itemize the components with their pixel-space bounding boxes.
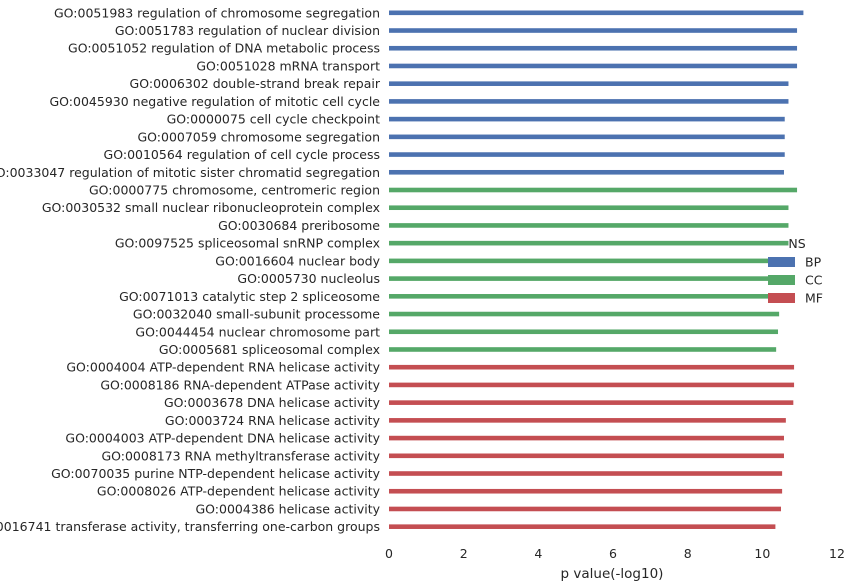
bar bbox=[389, 28, 798, 33]
category-label: GO:0005730 nucleolus bbox=[237, 271, 380, 286]
category-label: GO:0051983 regulation of chromosome segr… bbox=[54, 5, 380, 20]
legend-label: CC bbox=[805, 273, 823, 288]
bar bbox=[389, 116, 785, 122]
bar bbox=[389, 311, 780, 317]
category-label: GO:0003678 DNA helicase activity bbox=[164, 395, 381, 410]
category-label: GO:0000775 chromosome, centromeric regio… bbox=[89, 183, 380, 198]
category-label: GO:0006302 double-strand break repair bbox=[130, 76, 381, 91]
legend-swatch bbox=[768, 275, 795, 285]
category-label: GO:0033047 regulation of mitotic sister … bbox=[0, 165, 380, 180]
x-axis-ticks: 0 2 4 6 8 10 12 bbox=[385, 546, 845, 561]
bar bbox=[389, 488, 783, 494]
category-label: GO:0005681 spliceosomal complex bbox=[159, 342, 380, 357]
category-label: GO:0008186 RNA-dependent ATPase activity bbox=[100, 377, 380, 392]
category-label: GO:0070035 purine NTP-dependent helicase… bbox=[51, 466, 381, 481]
category-label: GO:0016741 transferase activity, transfe… bbox=[0, 519, 380, 534]
bar bbox=[389, 223, 789, 228]
x-tick-label: 4 bbox=[534, 546, 542, 561]
x-tick-label: 12 bbox=[829, 546, 845, 561]
category-label: GO:0045930 negative regulation of mitoti… bbox=[50, 94, 381, 109]
category-label: GO:0097525 spliceosomal snRNP complex bbox=[115, 236, 380, 251]
bars-layer bbox=[389, 10, 804, 529]
legend-label: BP bbox=[805, 255, 822, 270]
category-label: GO:0044454 nuclear chromosome part bbox=[135, 324, 380, 339]
category-label: GO:0004004 ATP-dependent RNA helicase ac… bbox=[66, 360, 380, 375]
category-label: GO:0016604 nuclear body bbox=[215, 253, 380, 268]
bar bbox=[389, 99, 789, 104]
bar bbox=[389, 471, 783, 476]
bar bbox=[389, 258, 789, 264]
bar bbox=[389, 276, 789, 281]
bar bbox=[389, 294, 789, 299]
bar bbox=[389, 506, 781, 512]
bar bbox=[389, 169, 784, 175]
category-label: GO:0071013 catalytic step 2 spliceosome bbox=[119, 289, 380, 304]
legend-swatch bbox=[768, 293, 795, 303]
category-label: GO:0008173 RNA methyltransferase activit… bbox=[101, 448, 380, 463]
bar bbox=[389, 187, 798, 193]
legend-swatch bbox=[768, 257, 795, 267]
bar bbox=[389, 400, 794, 405]
x-axis-label: p value(-log10) bbox=[561, 566, 664, 582]
x-tick-label: 8 bbox=[684, 546, 692, 561]
category-label: GO:0010564 regulation of cell cycle proc… bbox=[104, 147, 380, 162]
bar bbox=[389, 435, 784, 441]
bar bbox=[389, 81, 789, 86]
category-label: GO:0030684 preribosome bbox=[218, 218, 380, 233]
bar bbox=[389, 205, 789, 211]
bar bbox=[389, 45, 798, 51]
bar bbox=[389, 524, 776, 529]
legend-title: NS bbox=[788, 236, 805, 251]
bar bbox=[389, 240, 789, 246]
category-labels: GO:0051983 regulation of chromosome segr… bbox=[0, 5, 381, 534]
category-label: GO:0051028 mRNA transport bbox=[196, 58, 380, 73]
category-label: GO:0008026 ATP-dependent helicase activi… bbox=[97, 484, 381, 499]
bar bbox=[389, 364, 795, 370]
legend: NS BP CC MF bbox=[768, 236, 823, 306]
category-label: GO:0004003 ATP-dependent DNA helicase ac… bbox=[65, 431, 380, 446]
x-tick-label: 2 bbox=[460, 546, 468, 561]
category-label: GO:0030532 small nuclear ribonucleoprote… bbox=[42, 200, 380, 215]
bar bbox=[389, 134, 785, 140]
x-tick-label: 10 bbox=[754, 546, 770, 561]
bar bbox=[389, 10, 804, 16]
category-label: GO:0000075 cell cycle checkpoint bbox=[167, 112, 380, 127]
category-label: GO:0032040 small-subunit processome bbox=[133, 307, 380, 322]
category-label: GO:0051052 regulation of DNA metabolic p… bbox=[68, 41, 380, 56]
bar bbox=[389, 382, 795, 388]
category-label: GO:0004386 helicase activity bbox=[195, 501, 380, 516]
legend-label: MF bbox=[805, 291, 823, 306]
category-label: GO:0007059 chromosome segregation bbox=[137, 129, 380, 144]
x-tick-label: 6 bbox=[609, 546, 617, 561]
bar bbox=[389, 453, 784, 459]
category-label: GO:0051783 regulation of nuclear divisio… bbox=[115, 23, 380, 38]
bar bbox=[389, 152, 785, 157]
bar bbox=[389, 63, 798, 69]
bar bbox=[389, 347, 777, 352]
category-label: GO:0003724 RNA helicase activity bbox=[165, 413, 381, 428]
bar bbox=[389, 418, 786, 423]
x-tick-label: 0 bbox=[385, 546, 393, 561]
bar bbox=[389, 329, 779, 335]
